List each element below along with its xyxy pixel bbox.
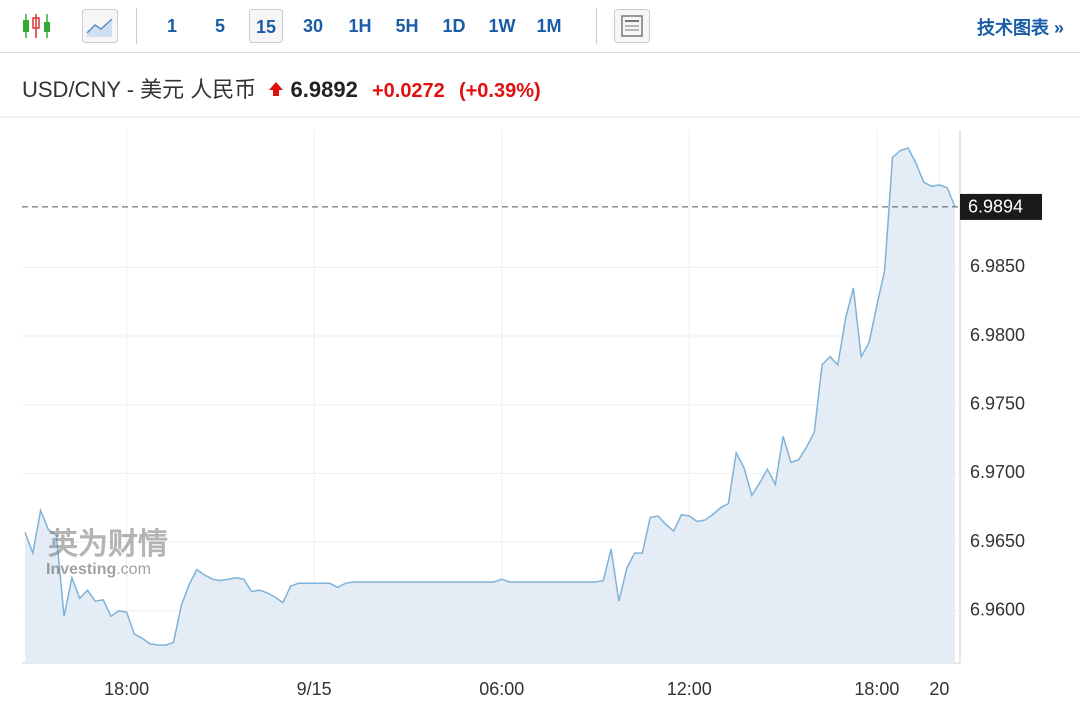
pair: USD/CNY - 美元 人民币 xyxy=(22,77,257,102)
divider xyxy=(136,8,137,44)
y-tick-label: 6.9700 xyxy=(970,462,1025,482)
area-fill xyxy=(25,147,955,663)
up-arrow xyxy=(269,82,284,96)
candle-icon[interactable] xyxy=(20,12,54,40)
y-tick-label: 6.9850 xyxy=(970,256,1025,276)
x-tick-label: 18:00 xyxy=(854,679,899,699)
x-tick-label: 9/15 xyxy=(297,679,332,699)
watermark-brand: 英为财情 xyxy=(48,528,168,561)
price-line xyxy=(24,146,956,646)
last-price-tag xyxy=(960,193,1042,220)
line-icon[interactable] xyxy=(82,9,118,43)
change: +0.0272 xyxy=(371,80,445,102)
interval-button[interactable]: 30 xyxy=(302,16,324,36)
change-pct: (+0.39%) xyxy=(458,80,541,102)
x-tick-label: 12:00 xyxy=(667,679,712,699)
interval-button[interactable]: 1H xyxy=(348,16,372,36)
interval-button[interactable]: 1 xyxy=(166,16,177,36)
x-tick-label: 18:00 xyxy=(104,679,149,699)
y-tick-label: 6.9800 xyxy=(970,325,1025,345)
x-tick-label: 06:00 xyxy=(479,679,524,699)
y-tick-label: 6.9600 xyxy=(970,600,1025,620)
news-icon[interactable] xyxy=(614,9,650,43)
interval-button[interactable]: 5H xyxy=(395,16,419,36)
price: 6.9892 xyxy=(290,77,358,102)
technical-chart-link[interactable]: 技术图表 » xyxy=(976,18,1064,38)
watermark-domain: .com xyxy=(116,561,151,578)
y-tick-label: 6.9650 xyxy=(970,531,1025,551)
interval-button[interactable]: 1D xyxy=(442,16,466,36)
last-price-label: 6.9894 xyxy=(968,197,1023,217)
watermark: 英为财情 Investing.com xyxy=(46,528,168,578)
watermark-site-name: Investing xyxy=(46,561,116,578)
x-tick-label: 20 xyxy=(929,679,949,699)
interval-button[interactable]: 5 xyxy=(214,16,225,36)
divider xyxy=(596,8,597,44)
toolbar: 1 5 15 30 1H 5H 1D 1W 1M 技术图表 » xyxy=(0,0,1080,53)
interval-button[interactable]: 1W xyxy=(488,16,516,36)
watermark-site: Investing.com xyxy=(46,561,151,578)
y-tick-label: 6.9750 xyxy=(970,393,1025,413)
quote-header: USD/CNY - 美元 人民币 6.9892 +0.0272 (+0.39%) xyxy=(22,72,541,104)
interval-button[interactable]: 1M xyxy=(536,16,562,36)
interval-button[interactable]: 15 xyxy=(249,9,283,43)
